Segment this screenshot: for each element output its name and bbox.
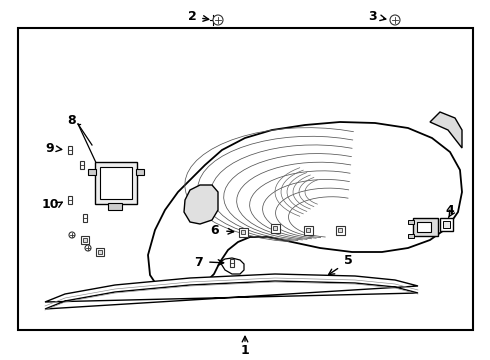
Bar: [273, 226, 277, 230]
Polygon shape: [220, 258, 244, 274]
Bar: [96, 248, 104, 256]
Circle shape: [390, 15, 400, 25]
Text: 7: 7: [194, 256, 202, 269]
Bar: [68, 146, 72, 154]
Bar: [136, 169, 144, 175]
Polygon shape: [148, 122, 462, 292]
Bar: [81, 236, 89, 244]
Bar: [241, 230, 245, 234]
Bar: [108, 203, 122, 210]
Bar: [88, 169, 96, 175]
Circle shape: [85, 245, 91, 251]
Bar: [98, 250, 102, 254]
Bar: [95, 162, 137, 204]
Text: 1: 1: [241, 343, 249, 356]
Bar: [83, 214, 87, 222]
Text: 5: 5: [343, 253, 352, 266]
Bar: [18, 28, 473, 330]
Bar: [80, 161, 84, 169]
Bar: [338, 228, 342, 232]
Text: 2: 2: [188, 9, 196, 22]
Bar: [413, 218, 438, 236]
Polygon shape: [430, 112, 462, 148]
Bar: [68, 196, 72, 204]
Bar: [443, 221, 450, 228]
Bar: [83, 238, 87, 242]
Text: 10: 10: [41, 198, 59, 211]
Bar: [303, 225, 313, 234]
Circle shape: [213, 15, 223, 25]
Bar: [230, 259, 234, 267]
Text: 6: 6: [211, 224, 220, 237]
Bar: [417, 222, 431, 232]
Text: 9: 9: [46, 141, 54, 154]
Bar: [239, 228, 247, 237]
Bar: [440, 218, 453, 231]
Text: 3: 3: [368, 9, 376, 22]
Bar: [408, 220, 414, 224]
Polygon shape: [184, 185, 218, 224]
Text: 4: 4: [445, 203, 454, 216]
Circle shape: [69, 232, 75, 238]
Polygon shape: [45, 274, 418, 309]
Bar: [306, 228, 310, 232]
Text: 8: 8: [68, 113, 76, 126]
Bar: [100, 167, 132, 199]
Bar: [270, 224, 279, 233]
Bar: [336, 225, 344, 234]
Bar: [408, 234, 414, 238]
